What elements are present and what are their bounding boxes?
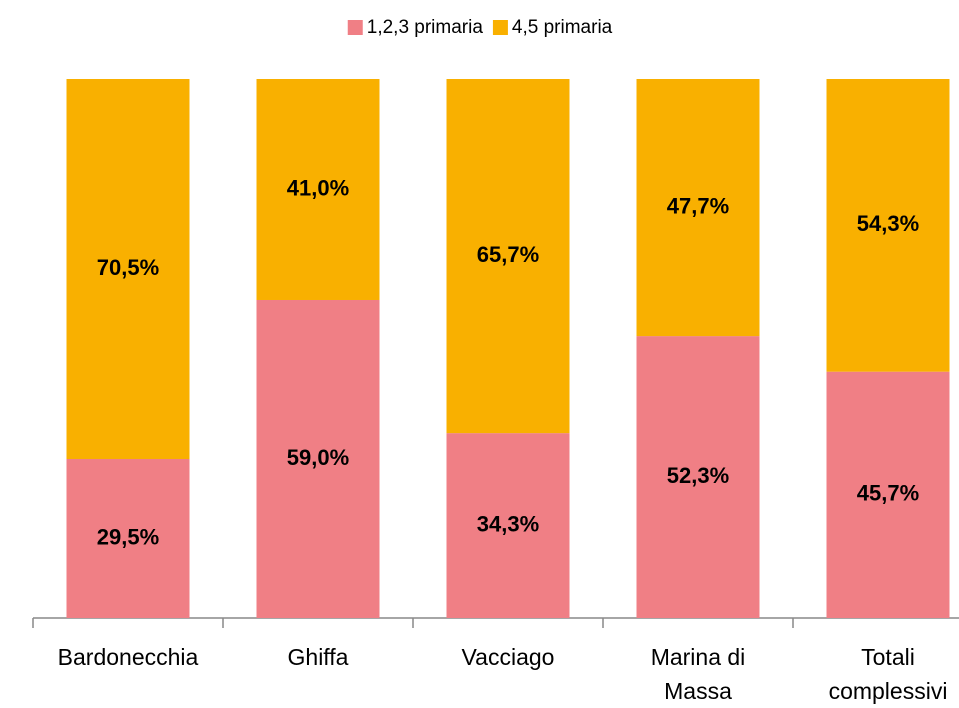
bar-segment [446, 433, 570, 618]
x-tick-label: Bardonecchia [57, 644, 199, 670]
bar-segment [256, 79, 380, 300]
legend-label: 1,2,3 primaria [367, 17, 484, 38]
data-label: 65,7% [477, 242, 539, 267]
data-label: 34,3% [477, 511, 539, 536]
bar-segment [636, 79, 760, 337]
legend-swatch [492, 20, 508, 35]
legend-label: 4,5 primaria [512, 17, 613, 38]
data-label: 29,5% [97, 524, 159, 549]
data-label: 41,0% [287, 175, 349, 200]
bar-segment [636, 336, 760, 618]
bar-segment [446, 79, 570, 434]
data-label: 52,3% [667, 463, 729, 488]
data-label: 54,3% [857, 211, 919, 236]
data-label: 47,7% [667, 193, 729, 218]
data-label: 45,7% [857, 481, 919, 506]
bar-segment [66, 79, 190, 459]
bar-segment [826, 79, 950, 372]
x-tick-label: Totali complessivi [828, 644, 948, 704]
bar-segment [256, 299, 380, 618]
data-label: 59,0% [287, 445, 349, 470]
x-tick-label: Ghiffa [287, 644, 349, 670]
x-tick-label: Vacciago [461, 644, 555, 670]
x-tick-label: Marina di Massa [650, 644, 746, 704]
bar-segment [66, 458, 190, 618]
data-label: 70,5% [97, 255, 159, 280]
legend-swatch [347, 20, 363, 35]
bar-segment [826, 371, 950, 618]
